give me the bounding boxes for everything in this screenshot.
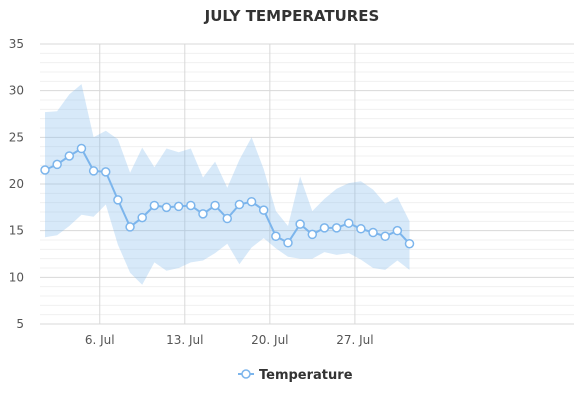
temperature-point[interactable] [344,218,354,228]
minor-grid [40,52,574,316]
y-tick-label: 5 [16,317,24,331]
y-tick-label: 30 [9,84,24,98]
temperature-point[interactable] [101,167,111,177]
temperature-point[interactable] [258,205,269,215]
temperature-point[interactable] [368,227,378,238]
temperature-point[interactable] [392,225,403,236]
temperature-point[interactable] [161,202,172,213]
x-tick-label: 20. Jul [251,333,288,347]
temperature-point[interactable] [356,224,366,234]
y-tick-label: 35 [9,37,24,51]
temperature-point[interactable] [40,165,50,175]
temperature-point[interactable] [319,223,330,233]
chart-title: JULY TEMPERATURES [204,7,380,25]
temperature-point[interactable] [246,196,257,207]
legend-label-temperature[interactable]: Temperature [259,368,353,383]
temperature-point[interactable] [64,151,75,161]
legend[interactable]: Temperature [238,368,353,383]
y-tick-label: 20 [9,177,24,191]
temperature-point[interactable] [149,200,160,211]
temperature-point[interactable] [271,231,281,242]
temperature-point[interactable] [404,238,415,249]
temperature-point[interactable] [76,143,87,154]
temperature-point[interactable] [186,200,196,211]
temperature-point[interactable] [234,199,245,210]
y-tick-label: 25 [9,130,24,144]
temperature-point[interactable] [125,222,135,232]
temperature-point[interactable] [52,159,62,170]
x-tick-label: 6. Jul [85,333,115,347]
temperature-point[interactable] [380,231,390,242]
temperature-point[interactable] [137,212,147,223]
x-tick-label: 27. Jul [336,333,373,347]
temperature-point[interactable] [113,195,123,205]
temperature-point[interactable] [307,229,318,240]
temperature-point[interactable] [222,213,232,224]
temperature-range-area [45,84,410,285]
temperature-point[interactable] [173,201,184,212]
temperature-point[interactable] [283,238,293,248]
temperature-point[interactable] [210,200,220,211]
legend-marker-icon [241,369,251,379]
temperature-point[interactable] [295,219,305,229]
temperature-point[interactable] [331,223,342,233]
y-tick-label: 15 [9,224,24,238]
range-layer [45,84,410,285]
temperature-point[interactable] [88,166,99,176]
y-tick-label: 10 [9,270,24,284]
points-layer [40,143,415,249]
temperature-point[interactable] [198,209,208,219]
y-axis-ticks: 5 10 15 20 25 30 35 [9,37,24,331]
x-tick-label: 13. Jul [166,333,203,347]
x-axis-ticks: 6. Jul 13. Jul 20. Jul 27. Jul [85,333,374,347]
